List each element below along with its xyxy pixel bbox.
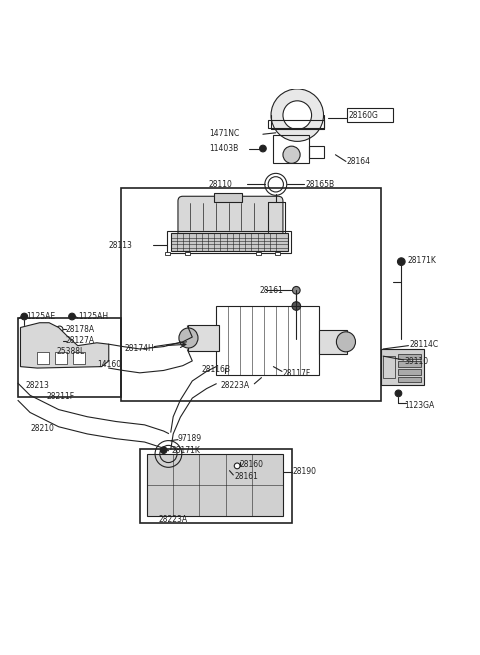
Circle shape xyxy=(56,337,63,345)
Bar xyxy=(256,252,261,255)
Bar xyxy=(18,318,120,397)
Text: 28178A: 28178A xyxy=(66,325,95,334)
Text: 1471NC: 1471NC xyxy=(209,129,239,138)
Text: 14160: 14160 xyxy=(97,360,121,369)
Text: 28161: 28161 xyxy=(234,472,258,481)
Text: 28160G: 28160G xyxy=(349,111,379,120)
Circle shape xyxy=(56,326,63,333)
Circle shape xyxy=(292,302,300,310)
Bar xyxy=(55,352,67,364)
Bar xyxy=(185,252,190,255)
Bar xyxy=(309,146,324,158)
Text: 28211F: 28211F xyxy=(47,392,75,402)
Text: 11403B: 11403B xyxy=(209,144,238,153)
Bar xyxy=(319,330,348,354)
Text: 28223A: 28223A xyxy=(221,381,250,390)
Text: 39110: 39110 xyxy=(405,358,429,366)
Bar xyxy=(147,454,283,516)
Text: 1125AE: 1125AE xyxy=(26,312,55,320)
Text: 25388L: 25388L xyxy=(56,347,84,356)
Text: 28190: 28190 xyxy=(292,467,316,476)
Text: 28117F: 28117F xyxy=(283,369,311,379)
Text: 28165B: 28165B xyxy=(305,180,335,189)
Bar xyxy=(188,325,218,351)
Text: 28116B: 28116B xyxy=(202,365,231,374)
Bar xyxy=(268,121,324,128)
Text: 28171K: 28171K xyxy=(171,445,200,455)
Text: 28114C: 28114C xyxy=(409,340,439,348)
Text: 28213: 28213 xyxy=(25,381,49,390)
Circle shape xyxy=(234,463,240,469)
Circle shape xyxy=(283,146,300,163)
Text: 28127A: 28127A xyxy=(66,337,95,345)
Text: 28171K: 28171K xyxy=(408,256,437,265)
Ellipse shape xyxy=(179,328,198,348)
Circle shape xyxy=(271,89,324,141)
Text: 1125AH: 1125AH xyxy=(79,312,109,320)
Bar xyxy=(398,377,421,383)
FancyBboxPatch shape xyxy=(178,196,283,237)
Bar xyxy=(37,352,49,364)
Bar xyxy=(383,356,395,378)
Text: 28164: 28164 xyxy=(347,157,371,166)
Bar xyxy=(214,193,242,202)
Bar xyxy=(348,108,393,122)
Bar xyxy=(165,252,170,255)
Text: 28161: 28161 xyxy=(259,286,283,295)
Text: 28110: 28110 xyxy=(209,180,233,189)
Text: 1123GA: 1123GA xyxy=(405,401,435,410)
Circle shape xyxy=(160,447,167,453)
Text: 28113: 28113 xyxy=(109,241,132,250)
Text: 28160: 28160 xyxy=(240,460,264,470)
Bar xyxy=(73,352,85,364)
Circle shape xyxy=(397,258,405,265)
Circle shape xyxy=(260,145,266,152)
Bar xyxy=(168,231,290,253)
Circle shape xyxy=(292,286,300,294)
Text: 28174H: 28174H xyxy=(124,343,154,352)
Bar xyxy=(398,369,421,375)
Text: 28223A: 28223A xyxy=(159,515,188,524)
Circle shape xyxy=(21,313,28,320)
Bar xyxy=(381,349,424,384)
Circle shape xyxy=(395,390,402,397)
Text: 97189: 97189 xyxy=(178,434,202,443)
Bar xyxy=(398,362,421,367)
Bar xyxy=(140,449,292,523)
Ellipse shape xyxy=(336,332,356,352)
Bar xyxy=(275,252,280,255)
Bar xyxy=(274,135,309,163)
Circle shape xyxy=(69,313,75,320)
Polygon shape xyxy=(21,323,109,368)
Circle shape xyxy=(283,101,312,130)
Bar xyxy=(171,233,288,251)
Bar xyxy=(216,306,319,375)
Bar xyxy=(398,354,421,360)
Text: 28210: 28210 xyxy=(30,424,54,433)
Bar xyxy=(120,188,381,402)
